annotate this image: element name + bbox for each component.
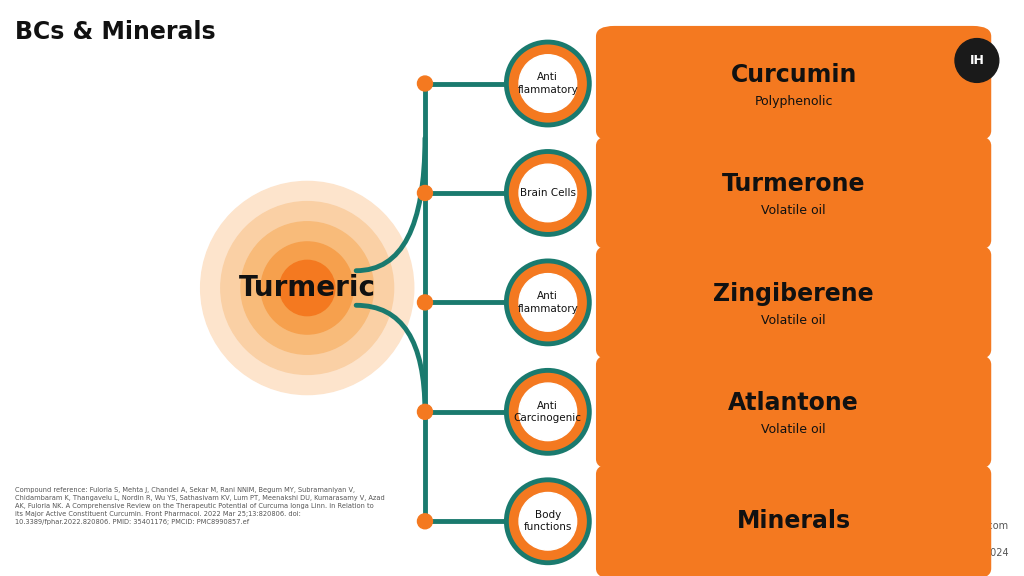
- Text: Turmeric: Turmeric: [239, 274, 376, 302]
- FancyBboxPatch shape: [596, 135, 991, 251]
- FancyBboxPatch shape: [596, 354, 991, 469]
- Text: Minerals: Minerals: [736, 509, 851, 533]
- Text: Brain Cells: Brain Cells: [520, 188, 575, 198]
- Text: Volatile oil: Volatile oil: [761, 204, 826, 217]
- Ellipse shape: [519, 164, 577, 222]
- Text: Anti
flammatory: Anti flammatory: [517, 291, 579, 313]
- Ellipse shape: [418, 76, 432, 91]
- Text: Compound reference: Fuloria S, Mehta J, Chandel A, Sekar M, Rani NNIM, Begum MY,: Compound reference: Fuloria S, Mehta J, …: [15, 487, 385, 525]
- Text: Turmerone: Turmerone: [722, 172, 865, 196]
- Ellipse shape: [418, 514, 432, 529]
- Text: Anti
Carcinogenic: Anti Carcinogenic: [514, 401, 582, 423]
- Ellipse shape: [519, 274, 577, 331]
- Ellipse shape: [201, 181, 414, 395]
- Text: Volatile oil: Volatile oil: [761, 423, 826, 436]
- Text: Body
functions: Body functions: [523, 510, 572, 532]
- Text: © 2024: © 2024: [971, 548, 1009, 558]
- Text: Volatile oil: Volatile oil: [761, 314, 826, 327]
- Text: Anti
flammatory: Anti flammatory: [517, 73, 579, 94]
- Text: www.integratiivehealth.com: www.integratiivehealth.com: [871, 521, 1009, 531]
- Ellipse shape: [418, 404, 432, 419]
- FancyBboxPatch shape: [596, 464, 991, 576]
- Text: Curcumin: Curcumin: [730, 63, 857, 87]
- Ellipse shape: [955, 39, 998, 82]
- Ellipse shape: [507, 42, 590, 125]
- FancyBboxPatch shape: [596, 245, 991, 360]
- Text: Polyphenolic: Polyphenolic: [755, 95, 833, 108]
- Text: Atlantone: Atlantone: [728, 391, 859, 415]
- Ellipse shape: [418, 185, 432, 200]
- Ellipse shape: [418, 295, 432, 310]
- Text: IH: IH: [970, 54, 984, 67]
- Ellipse shape: [507, 261, 590, 344]
- Ellipse shape: [519, 492, 577, 550]
- Ellipse shape: [519, 383, 577, 441]
- Text: BCs & Minerals: BCs & Minerals: [15, 20, 216, 44]
- Text: Zingiberene: Zingiberene: [714, 282, 873, 306]
- FancyBboxPatch shape: [596, 26, 991, 141]
- Ellipse shape: [221, 202, 393, 374]
- Text: Member of the Complementary Medical Association (MCMA): Member of the Complementary Medical Asso…: [673, 74, 986, 85]
- Ellipse shape: [519, 55, 577, 112]
- Ellipse shape: [507, 151, 590, 234]
- Ellipse shape: [507, 480, 590, 563]
- Ellipse shape: [280, 260, 335, 316]
- Ellipse shape: [261, 242, 353, 334]
- Ellipse shape: [241, 222, 374, 354]
- Ellipse shape: [507, 370, 590, 453]
